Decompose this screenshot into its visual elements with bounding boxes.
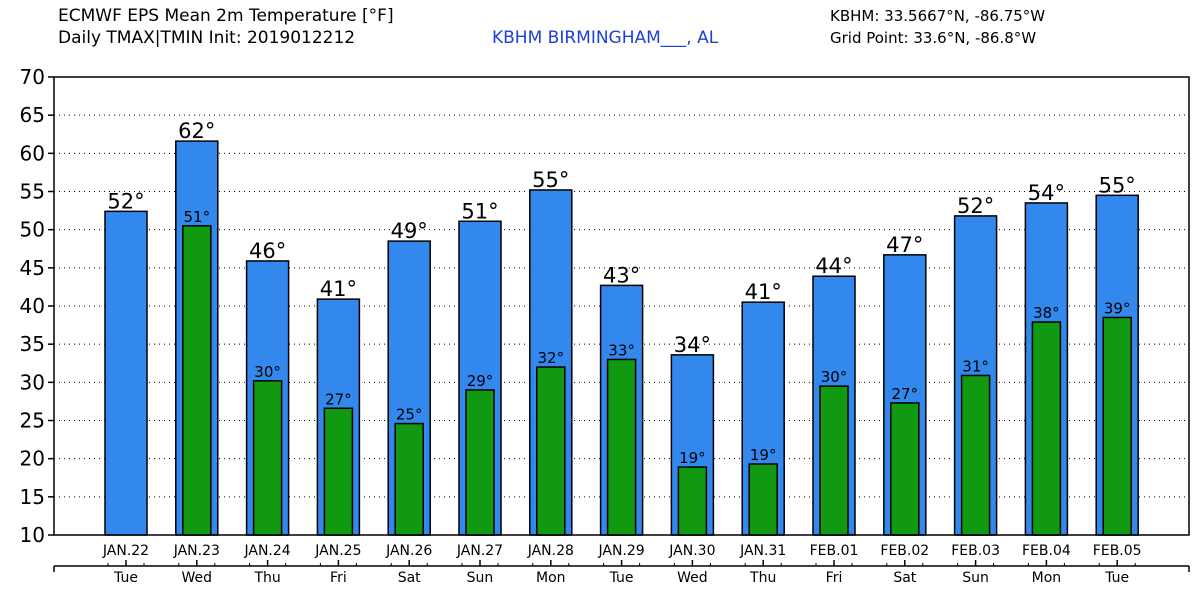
bar-series: 52° 62° 51° 46° 30° 41° 27° 49° 25° 51° 29° 55° 32° 4… <box>104 119 1139 536</box>
tmax-bar <box>104 210 148 536</box>
x-weekday-label: Mon <box>1032 570 1062 586</box>
tmax-value-label: 46° <box>249 239 286 263</box>
tmin-value-label: 29° <box>467 372 494 390</box>
y-tick-label: 65 <box>20 103 45 127</box>
tmin-value-label: 19° <box>750 446 777 464</box>
tmax-value-label: 41° <box>320 277 357 301</box>
tmin-value-label: 19° <box>679 449 706 467</box>
axes: 10 15 20 25 30 35 40 45 50 55 60 65 70 JAN.22 Tue JAN.2… <box>20 65 1190 586</box>
x-date-label: JAN.30 <box>668 543 715 559</box>
x-weekday-label: Tue <box>113 570 138 586</box>
tmax-value-label: 55° <box>1099 173 1136 197</box>
x-date-label: JAN.25 <box>314 543 361 559</box>
tmax-value-label: 49° <box>391 219 428 243</box>
x-weekday-label: Sun <box>467 570 494 586</box>
x-date-label: JAN.24 <box>243 543 290 559</box>
tmax-value-label: 41° <box>745 280 782 304</box>
x-weekday-label: Thu <box>253 570 280 586</box>
x-weekday-label: Fri <box>826 570 843 586</box>
station-coordinates: KBHM: 33.5667°N, -86.75°W <box>830 7 1046 25</box>
x-date-label: JAN.29 <box>597 543 644 559</box>
x-date-label: JAN.31 <box>739 543 786 559</box>
tmax-value-label: 62° <box>178 119 215 143</box>
tmax-value-label: 43° <box>603 263 640 287</box>
x-weekday-label: Thu <box>749 570 776 586</box>
tmin-bar <box>677 466 708 536</box>
tmin-bar <box>252 380 283 536</box>
tmin-bar <box>465 389 495 536</box>
tmin-bar <box>819 385 849 536</box>
y-tick-label: 25 <box>20 409 45 433</box>
x-weekday-label: Mon <box>536 570 566 586</box>
tmin-value-label: 33° <box>608 341 635 359</box>
tmin-value-label: 31° <box>962 357 989 375</box>
x-date-label: FEB.03 <box>951 543 1000 559</box>
tmin-value-label: 39° <box>1104 299 1131 317</box>
tmax-value-label: 52° <box>957 194 994 218</box>
x-date-label: FEB.05 <box>1093 543 1142 559</box>
y-tick-label: 70 <box>20 65 45 89</box>
tmax-value-label: 34° <box>674 333 711 357</box>
x-weekday-label: Sat <box>893 570 916 586</box>
tmax-value-label: 47° <box>886 233 923 257</box>
tmax-value-label: 51° <box>461 199 498 223</box>
y-tick-label: 60 <box>20 141 45 165</box>
tmin-bar <box>182 225 212 536</box>
y-tick-label: 15 <box>20 485 45 509</box>
chart-subtitle: Daily TMAX|TMIN Init: 2019012212 <box>58 28 356 48</box>
tmin-bar <box>748 463 778 536</box>
tmin-bar <box>606 358 637 536</box>
x-date-label: FEB.02 <box>880 543 929 559</box>
tmin-value-label: 25° <box>396 406 423 424</box>
tmax-value-label: 52° <box>107 189 144 213</box>
x-weekday-label: Sat <box>398 570 421 586</box>
y-tick-label: 50 <box>20 218 45 242</box>
x-date-label: JAN.23 <box>173 543 220 559</box>
tmin-bar <box>1102 316 1132 536</box>
tmin-value-label: 32° <box>538 349 565 367</box>
x-weekday-label: Tue <box>609 570 634 586</box>
y-tick-label: 40 <box>20 294 45 318</box>
location-label: KBHM BIRMINGHAM___, AL <box>492 28 719 48</box>
x-date-label: JAN.28 <box>527 543 574 559</box>
tmin-value-label: 27° <box>325 390 352 408</box>
y-tick-label: 30 <box>20 370 45 394</box>
tmax-value-label: 54° <box>1028 181 1065 205</box>
y-tick-label: 55 <box>20 180 45 204</box>
tmin-value-label: 38° <box>1033 304 1060 322</box>
x-date-label: JAN.26 <box>385 543 432 559</box>
y-tick-label: 45 <box>20 256 45 280</box>
tmin-value-label: 27° <box>892 385 919 403</box>
y-tick-label: 35 <box>20 332 45 356</box>
tmin-bar <box>394 422 424 536</box>
x-date-label: JAN.22 <box>102 543 149 559</box>
x-weekday-label: Sun <box>962 570 989 586</box>
y-tick-label: 10 <box>20 523 45 547</box>
x-weekday-label: Wed <box>677 570 708 586</box>
tmin-value-label: 51° <box>184 208 211 226</box>
tmin-bar <box>960 374 991 536</box>
x-weekday-label: Tue <box>1104 570 1129 586</box>
plot-frame <box>53 76 1190 536</box>
tmin-bar <box>323 407 354 536</box>
grid-point-coordinates: Grid Point: 33.6°N, -86.8°W <box>830 29 1037 47</box>
tmax-value-label: 55° <box>532 168 569 192</box>
x-date-label: FEB.04 <box>1022 543 1071 559</box>
x-date-label: FEB.01 <box>810 543 859 559</box>
tmin-bar <box>1031 321 1062 536</box>
tmin-bar <box>536 366 566 536</box>
x-weekday-label: Fri <box>330 570 347 586</box>
x-date-label: JAN.27 <box>456 543 503 559</box>
y-tick-label: 20 <box>20 447 45 471</box>
tmin-bar <box>890 402 920 536</box>
chart-title: ECMWF EPS Mean 2m Temperature [°F] <box>58 6 394 26</box>
tmin-value-label: 30° <box>821 368 848 386</box>
tmin-value-label: 30° <box>254 363 281 381</box>
tmax-value-label: 44° <box>815 254 852 278</box>
x-weekday-label: Wed <box>182 570 213 586</box>
